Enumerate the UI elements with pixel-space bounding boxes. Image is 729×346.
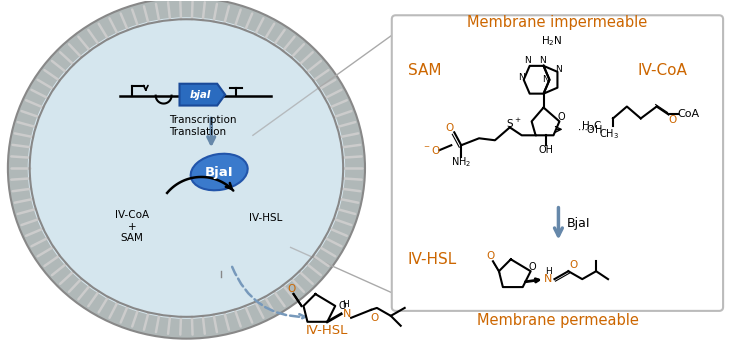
Ellipse shape: [108, 94, 265, 243]
Text: OH: OH: [538, 145, 553, 155]
Text: IV-CoA: IV-CoA: [638, 63, 687, 78]
Text: bjaI: bjaI: [190, 90, 211, 100]
Text: O: O: [371, 313, 379, 323]
Text: N: N: [524, 56, 531, 65]
Text: N: N: [542, 75, 549, 84]
Text: $^-$O: $^-$O: [422, 144, 441, 156]
Text: Translation: Translation: [168, 127, 226, 137]
Text: IV-HSL: IV-HSL: [249, 213, 282, 222]
Text: SAM: SAM: [408, 63, 441, 78]
Text: O: O: [529, 262, 537, 272]
Text: Transcription: Transcription: [168, 116, 236, 126]
Text: Membrane permeable: Membrane permeable: [477, 313, 639, 328]
Text: O: O: [287, 284, 296, 294]
Text: N: N: [539, 56, 546, 65]
Text: O: O: [338, 301, 346, 311]
Polygon shape: [179, 84, 225, 106]
Text: $\mathregular{H_3C}$: $\mathregular{H_3C}$: [582, 119, 603, 133]
Text: $\mathregular{NH_2}$: $\mathregular{NH_2}$: [451, 155, 472, 169]
Ellipse shape: [8, 0, 365, 339]
Ellipse shape: [30, 19, 343, 317]
Text: $\mathregular{H_2N}$: $\mathregular{H_2N}$: [541, 34, 562, 48]
Ellipse shape: [191, 154, 248, 190]
Ellipse shape: [28, 17, 345, 319]
Text: O: O: [445, 124, 453, 133]
Text: O: O: [668, 116, 677, 126]
Text: H: H: [545, 267, 552, 276]
Text: +: +: [128, 221, 136, 231]
Text: O: O: [558, 112, 565, 122]
Text: N: N: [343, 309, 351, 319]
Text: Membrane impermeable: Membrane impermeable: [467, 15, 647, 30]
FancyBboxPatch shape: [391, 15, 723, 311]
Text: IV-HSL: IV-HSL: [306, 324, 348, 337]
Text: BjaI: BjaI: [205, 165, 233, 179]
Text: BjaI: BjaI: [566, 217, 590, 230]
Text: IV-CoA: IV-CoA: [115, 210, 149, 220]
Text: CoA: CoA: [677, 109, 699, 119]
Ellipse shape: [85, 71, 288, 265]
Text: IV-HSL: IV-HSL: [408, 252, 457, 267]
Ellipse shape: [38, 27, 335, 309]
Ellipse shape: [132, 116, 241, 220]
Text: N: N: [555, 65, 562, 74]
Text: $\mathregular{S^+}$: $\mathregular{S^+}$: [506, 117, 521, 130]
Text: O: O: [569, 260, 577, 270]
Ellipse shape: [30, 19, 343, 317]
Ellipse shape: [64, 52, 308, 284]
Text: $\mathregular{CH_3}$: $\mathregular{CH_3}$: [599, 127, 619, 141]
Text: N: N: [545, 274, 553, 284]
Text: SAM: SAM: [120, 234, 144, 244]
Text: $\mathregular{\cdots}$OH: $\mathregular{\cdots}$OH: [577, 124, 603, 135]
Ellipse shape: [49, 37, 324, 299]
Text: H: H: [342, 300, 348, 309]
Text: N: N: [518, 73, 525, 82]
Text: O: O: [487, 251, 495, 261]
